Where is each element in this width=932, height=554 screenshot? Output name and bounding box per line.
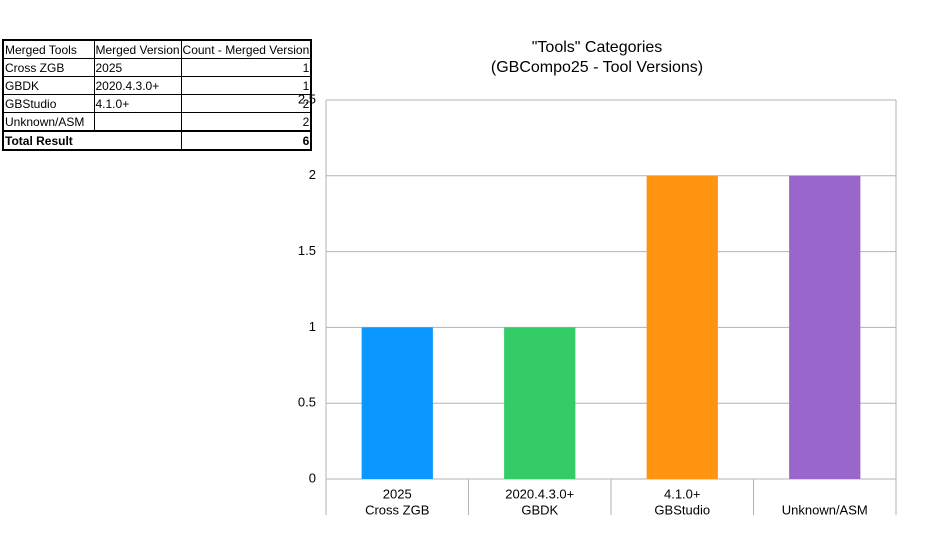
header-cell: Count - Merged Version [180,39,312,59]
bar [789,175,861,480]
x-tick-label: 4.1.0+ [664,486,701,501]
bar [504,327,576,479]
y-tick-label: 1 [309,319,316,334]
total-row: Total Result 6 [2,130,312,151]
y-tick-label: 1.5 [298,243,316,258]
chart-title: "Tools" Categories [532,39,663,56]
cell: Total Result [2,130,182,151]
header-row: Merged Tools Merged Version Count - Merg… [2,39,312,59]
row: Cross ZGB 2025 1 [2,58,312,77]
y-tick-label: 0.5 [298,395,316,410]
x-tick-label: GBDK [521,502,558,517]
x-tick-label: GBStudio [654,502,710,517]
header-cell: Merged Version [93,39,182,59]
row: GBStudio 4.1.0+ 2 [2,94,312,113]
bar [646,175,718,480]
x-tick-label: Cross ZGB [365,502,429,517]
cell: Unknown/ASM [2,112,95,132]
y-tick-label: 2 [309,167,316,182]
x-tick-label: Unknown/ASM [782,502,868,517]
cell: 6 [180,130,312,151]
y-tick-label: 0 [309,470,316,485]
x-tick-label: 2020.4.3.0+ [505,486,574,501]
cell: GBStudio [2,94,95,113]
x-tick-label: 2025 [383,486,412,501]
bar [361,327,433,479]
chart-subtitle: (GBCompo25 - Tool Versions) [491,59,703,76]
y-tick-label: 2.5 [298,91,316,106]
cell: 2025 [93,58,182,77]
cell: 2 [180,94,312,113]
pivot-table: Merged Tools Merged Version Count - Merg… [2,39,313,151]
row: Unknown/ASM 2 [2,112,312,132]
